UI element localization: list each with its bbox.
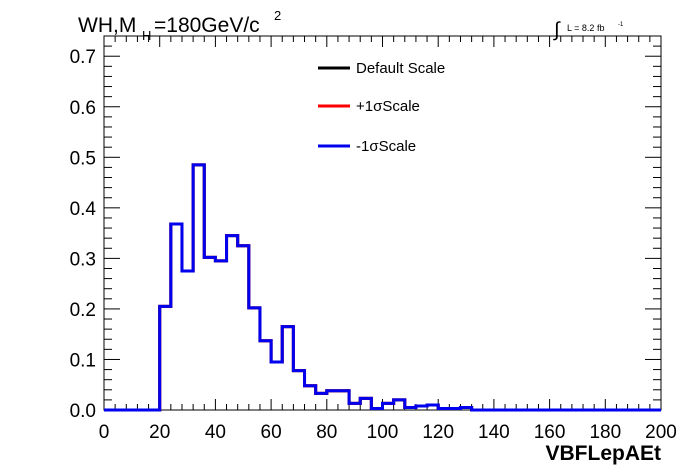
- y-tick-label: 0.6: [70, 98, 96, 119]
- y-tick-label: 0.0: [70, 401, 96, 422]
- legend-label-plus: +1σScale: [356, 98, 420, 115]
- x-tick-label: 180: [589, 422, 621, 443]
- chart-title-superscript: 2: [274, 8, 281, 23]
- x-tick-label: 200: [645, 422, 677, 443]
- y-tick-label: 0.1: [70, 350, 96, 371]
- legend-label-default: Default Scale: [356, 60, 445, 77]
- legend: Default Scale +1σScale -1σScale: [318, 60, 445, 155]
- y-tick-label: 0.2: [70, 300, 96, 321]
- x-tick-label: 80: [316, 422, 337, 443]
- x-tick-label: 0: [99, 422, 110, 443]
- y-tick-label: 0.3: [70, 249, 96, 270]
- y-tick-label: 0.7: [70, 47, 96, 68]
- integral-symbol: ∫: [553, 19, 561, 41]
- x-tick-label: 120: [422, 422, 454, 443]
- x-tick-label: 20: [149, 422, 170, 443]
- series-layer: [104, 163, 661, 412]
- series-minus-sigma-scale: [104, 163, 661, 412]
- x-tick-label: 40: [205, 422, 226, 443]
- chart-title-main: WH,M: [78, 14, 136, 37]
- chart-title-rest: =180GeV/c: [154, 14, 260, 37]
- y-axis: 0.0 0.1 0.2 0.3 0.4 0.5 0.6 0.7: [70, 35, 661, 422]
- x-tick-label: 160: [534, 422, 566, 443]
- legend-label-minus: -1σScale: [356, 138, 416, 155]
- x-axis-label: VBFLepAEt: [546, 442, 662, 465]
- x-tick-label: 100: [367, 422, 399, 443]
- x-axis: 0 20 40 60 80 100 120 140 160 180 200: [99, 36, 677, 443]
- luminosity-exponent: -1: [618, 22, 624, 28]
- y-tick-label: 0.5: [70, 148, 96, 169]
- y-tick-label: 0.4: [70, 199, 97, 220]
- x-tick-label: 60: [261, 422, 282, 443]
- luminosity-text: L = 8.2 fb: [567, 23, 604, 33]
- x-tick-label: 140: [478, 422, 510, 443]
